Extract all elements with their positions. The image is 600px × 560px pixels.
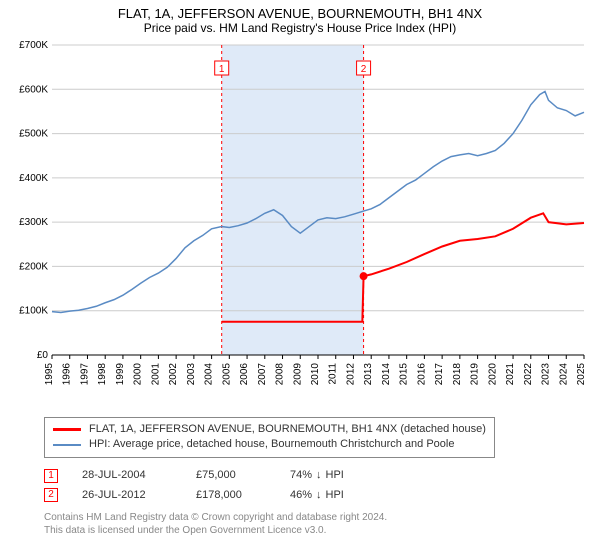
svg-text:2007: 2007	[257, 363, 268, 386]
event-date: 26-JUL-2012	[82, 486, 172, 506]
svg-text:2024: 2024	[558, 363, 569, 386]
event-diff-label: HPI	[326, 486, 344, 506]
svg-text:2020: 2020	[487, 363, 498, 386]
svg-text:2006: 2006	[239, 363, 250, 386]
svg-text:2001: 2001	[150, 363, 161, 386]
event-price: £178,000	[196, 486, 266, 506]
svg-text:1: 1	[219, 64, 225, 75]
event-list: 1 28-JUL-2004 £75,000 74% ↓ HPI 2 26-JUL…	[44, 466, 592, 506]
arrow-down-icon: ↓	[316, 466, 322, 486]
svg-text:2010: 2010	[310, 363, 321, 386]
svg-text:1997: 1997	[79, 363, 90, 386]
svg-text:2025: 2025	[576, 363, 587, 386]
svg-text:1998: 1998	[97, 363, 108, 386]
chart-title: FLAT, 1A, JEFFERSON AVENUE, BOURNEMOUTH,…	[8, 6, 592, 21]
footer-line: This data is licensed under the Open Gov…	[44, 524, 592, 537]
legend-row-price-paid: FLAT, 1A, JEFFERSON AVENUE, BOURNEMOUTH,…	[53, 422, 486, 437]
svg-text:2012: 2012	[345, 363, 356, 386]
svg-text:2009: 2009	[292, 363, 303, 386]
event-row: 1 28-JUL-2004 £75,000 74% ↓ HPI	[44, 466, 592, 486]
svg-text:1995: 1995	[44, 363, 55, 386]
legend-swatch-hpi	[53, 444, 81, 446]
svg-text:2014: 2014	[381, 363, 392, 386]
svg-text:2019: 2019	[470, 363, 481, 386]
svg-text:£0: £0	[37, 350, 49, 361]
svg-text:£400K: £400K	[19, 173, 48, 184]
legend-swatch-price-paid	[53, 428, 81, 431]
legend-label: FLAT, 1A, JEFFERSON AVENUE, BOURNEMOUTH,…	[89, 422, 486, 437]
svg-text:2018: 2018	[452, 363, 463, 386]
arrow-down-icon: ↓	[316, 486, 322, 506]
event-marker-icon: 1	[44, 469, 58, 483]
svg-text:2021: 2021	[505, 363, 516, 386]
event-marker-icon: 2	[44, 488, 58, 502]
svg-text:2005: 2005	[221, 363, 232, 386]
event-price: £75,000	[196, 466, 266, 486]
svg-text:2022: 2022	[523, 363, 534, 386]
svg-text:1996: 1996	[62, 363, 73, 386]
event-diff-label: HPI	[326, 466, 344, 486]
legend-row-hpi: HPI: Average price, detached house, Bour…	[53, 437, 486, 452]
svg-text:£300K: £300K	[19, 217, 48, 228]
svg-text:£600K: £600K	[19, 84, 48, 95]
event-diff-pct: 74%	[290, 466, 312, 486]
svg-text:1999: 1999	[115, 363, 126, 386]
svg-text:£500K: £500K	[19, 129, 48, 140]
svg-text:2003: 2003	[186, 363, 197, 386]
svg-text:£700K: £700K	[19, 40, 48, 51]
svg-text:£100K: £100K	[19, 306, 48, 317]
svg-text:2: 2	[361, 64, 367, 75]
price-chart: £0 £100K £200K £300K £400K £500K £600K £700K 199…	[8, 39, 592, 409]
event-date: 28-JUL-2004	[82, 466, 172, 486]
legend-label: HPI: Average price, detached house, Bour…	[89, 437, 454, 452]
svg-text:2008: 2008	[275, 363, 286, 386]
svg-text:2013: 2013	[363, 363, 374, 386]
svg-text:2004: 2004	[204, 363, 215, 386]
legend: FLAT, 1A, JEFFERSON AVENUE, BOURNEMOUTH,…	[44, 417, 495, 458]
chart-subtitle: Price paid vs. HM Land Registry's House …	[8, 21, 592, 35]
svg-text:2000: 2000	[133, 363, 144, 386]
svg-text:2017: 2017	[434, 363, 445, 386]
svg-text:2002: 2002	[168, 363, 179, 386]
svg-text:2016: 2016	[416, 363, 427, 386]
svg-text:2023: 2023	[541, 363, 552, 386]
footer-line: Contains HM Land Registry data © Crown c…	[44, 511, 592, 524]
svg-text:2015: 2015	[399, 363, 410, 386]
event-diff-pct: 46%	[290, 486, 312, 506]
event-row: 2 26-JUL-2012 £178,000 46% ↓ HPI	[44, 486, 592, 506]
svg-text:£200K: £200K	[19, 261, 48, 272]
svg-text:2011: 2011	[328, 363, 339, 385]
footer-attribution: Contains HM Land Registry data © Crown c…	[44, 511, 592, 537]
